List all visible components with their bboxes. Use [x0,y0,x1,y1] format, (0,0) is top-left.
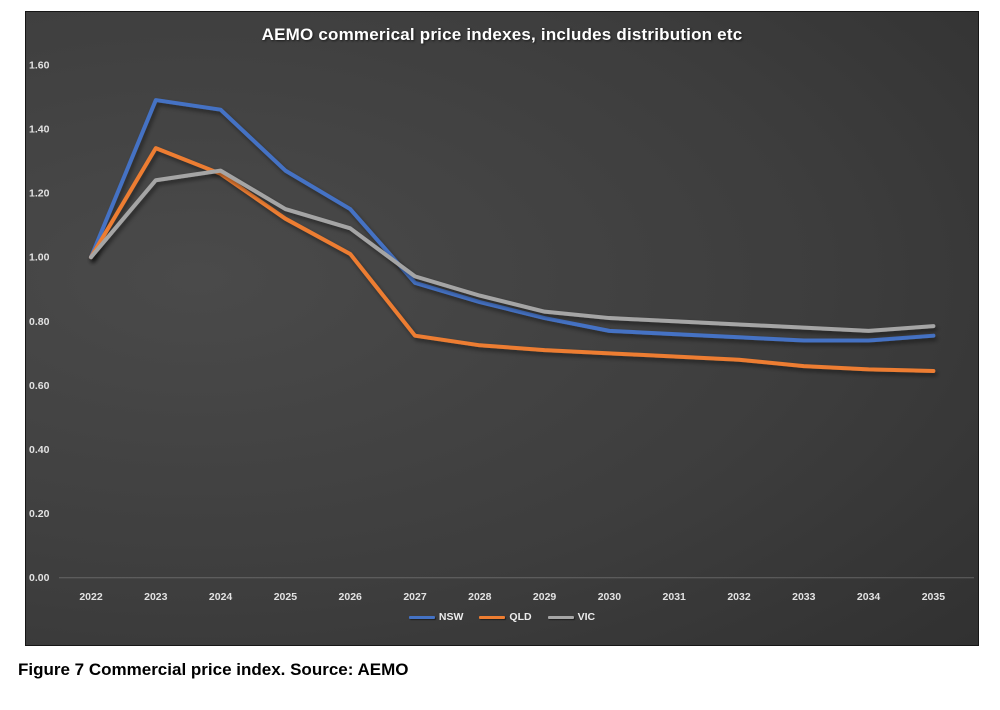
x-tick-label: 2023 [144,591,168,603]
x-tick-label: 2029 [533,591,557,603]
y-tick-label: 0.80 [29,316,50,328]
figure-caption: Figure 7 Commercial price index. Source:… [18,660,409,679]
legend-item-qld: QLD [479,611,532,623]
y-tick-label: 1.20 [29,188,50,200]
series-line-vic [89,168,936,333]
x-tick-label: 2035 [922,591,946,603]
legend-swatch-qld [479,615,506,619]
x-tick-label: 2022 [79,591,103,603]
y-tick-label: 0.40 [29,444,50,456]
x-tick-label: 2028 [468,591,492,603]
chart-legend: NSW QLD VIC [26,611,978,623]
legend-item-nsw: NSW [408,611,464,623]
x-tick-label: 2025 [274,591,298,603]
x-tick-label: 2033 [792,591,816,603]
series-line-qld [89,146,936,373]
y-tick-label: 0.60 [29,380,50,392]
chart-title: AEMO commerical price indexes, includes … [261,25,743,44]
y-tick-label: 0.00 [29,572,50,584]
legend-label-qld: QLD [509,611,532,623]
chart-plot-svg: 0.00 0.20 0.40 0.60 0.80 1.00 1.20 1.40 1.60 2022… [29,59,974,603]
x-tick-label: 2026 [339,591,363,603]
tick-labels: 0.00 0.20 0.40 0.60 0.80 1.00 1.20 1.40 1.60 2022… [29,59,945,603]
legend-swatch-vic [547,615,574,619]
legend-item-vic: VIC [547,611,596,623]
y-tick-label: 1.40 [29,123,50,135]
y-tick-label: 1.00 [29,252,50,264]
chart-canvas: 0.00 0.20 0.40 0.60 0.80 1.00 1.20 1.40 1.60 2022… [25,11,979,646]
y-tick-label: 0.20 [29,508,50,520]
legend-label-nsw: NSW [438,611,464,623]
x-tick-label: 2034 [857,591,881,603]
legend-label-vic: VIC [577,611,596,623]
series-line-nsw [89,98,936,343]
x-tick-label: 2027 [403,591,427,603]
y-tick-label: 1.60 [29,59,50,71]
x-tick-label: 2024 [209,591,233,603]
x-tick-label: 2030 [598,591,622,603]
legend-swatch-nsw [408,615,435,619]
series-lines [89,98,936,373]
x-tick-label: 2031 [663,591,687,603]
x-tick-label: 2032 [727,591,751,603]
